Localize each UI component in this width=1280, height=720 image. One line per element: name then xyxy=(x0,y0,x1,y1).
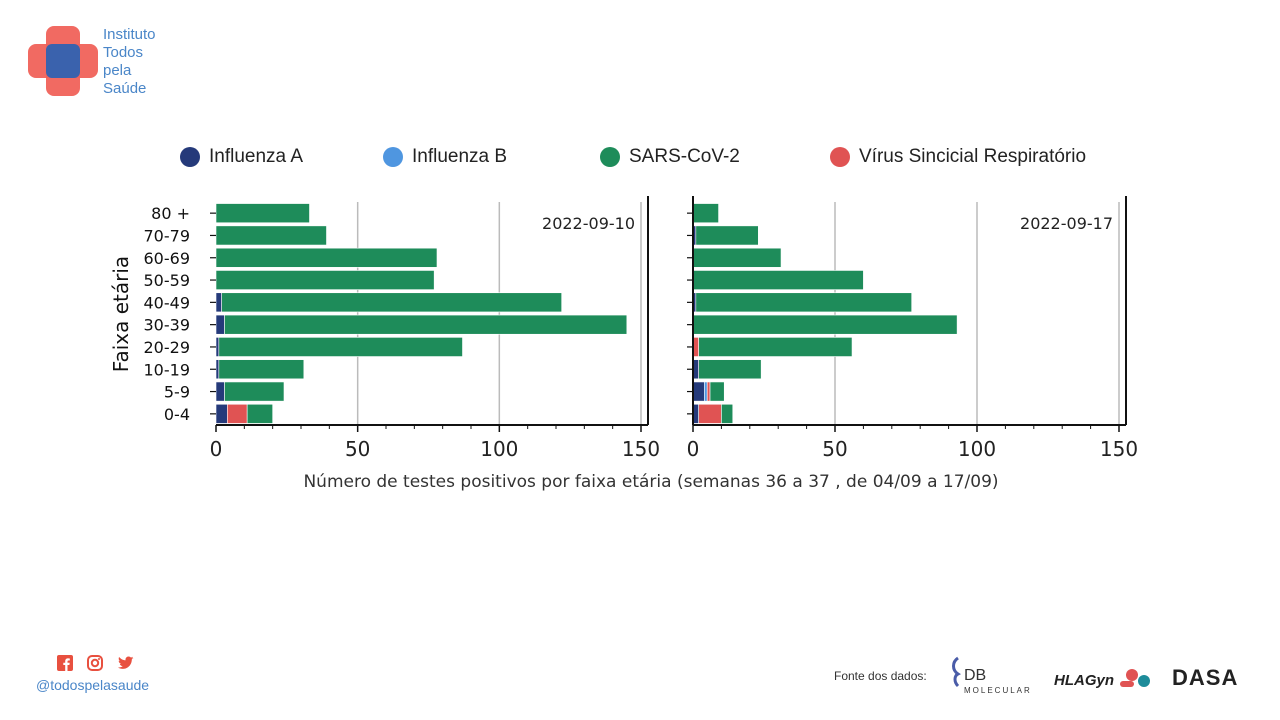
y-tick-label: 0-4 xyxy=(164,405,190,424)
legend-swatch xyxy=(383,147,403,167)
y-tick-label: 40-49 xyxy=(144,293,191,312)
instagram-icon[interactable] xyxy=(87,655,103,671)
legend-item-vsr: Vírus Sincicial Respiratório xyxy=(830,146,1086,168)
brand-line: pela xyxy=(103,62,132,79)
bar-v-rus-sincicial-respirat-rio xyxy=(227,403,248,424)
hlagyn-logo: HLAGyn xyxy=(1054,669,1150,689)
x-tick-label: 50 xyxy=(822,437,847,461)
panel-date-label: 2022-09-10 xyxy=(542,214,635,233)
bar-sars-cov-2 xyxy=(224,314,628,335)
legend-label: Influenza B xyxy=(412,146,508,167)
bar-sars-cov-2 xyxy=(695,292,912,313)
x-tick-label: 100 xyxy=(480,437,518,461)
panel-date-label: 2022-09-17 xyxy=(1020,214,1113,233)
social-handle[interactable]: @todospelasaude xyxy=(36,677,150,693)
bar-sars-cov-2 xyxy=(695,225,759,246)
brand-line: Todos xyxy=(103,44,144,61)
x-tick-label: 150 xyxy=(1100,437,1138,461)
chart-legend: Influenza A Influenza B SARS-CoV-2 Vírus… xyxy=(180,146,1140,170)
y-axis-label: Faixa etária xyxy=(109,256,133,372)
x-tick-label: 150 xyxy=(622,437,660,461)
sponsor-db: DB xyxy=(964,667,986,684)
bar-influenza-a xyxy=(215,381,225,402)
bar-sars-cov-2 xyxy=(221,292,562,313)
bar-influenza-a xyxy=(215,314,225,335)
bar-influenza-a xyxy=(215,403,228,424)
legend-swatch xyxy=(600,147,620,167)
bar-v-rus-sincicial-respirat-rio xyxy=(698,403,722,424)
y-tick-label: 50-59 xyxy=(144,271,191,290)
legend-label: SARS-CoV-2 xyxy=(629,146,740,167)
bar-sars-cov-2 xyxy=(218,337,463,357)
bar-v-rus-sincicial-respirat-rio xyxy=(706,381,711,402)
x-tick-label: 0 xyxy=(687,437,700,461)
bar-sars-cov-2 xyxy=(692,270,864,290)
legend-item-influenza-b: Influenza B xyxy=(383,146,507,168)
twitter-icon[interactable] xyxy=(117,655,134,671)
bar-sars-cov-2 xyxy=(224,381,285,402)
bar-influenza-a xyxy=(692,381,705,402)
bar-influenza-a xyxy=(215,337,220,357)
bar-sars-cov-2 xyxy=(721,403,734,424)
y-tick-label: 80 + xyxy=(151,204,190,223)
bar-sars-cov-2 xyxy=(698,337,853,357)
brand-name: Instituto Todos pela Saúde xyxy=(103,26,156,98)
instituto-logo xyxy=(28,26,98,96)
legend-swatch xyxy=(830,147,850,167)
bar-influenza-b xyxy=(704,381,708,402)
bar-sars-cov-2 xyxy=(709,381,725,402)
bar-sars-cov-2 xyxy=(215,270,435,290)
chart-panel-2: 0 50 100 150 2022-09-17 xyxy=(687,196,1138,461)
y-tick-label: 10-19 xyxy=(144,360,191,379)
bar-sars-cov-2 xyxy=(215,225,327,246)
y-tick-label: 30-39 xyxy=(144,316,191,335)
y-tick-label: 70-79 xyxy=(144,226,191,245)
sponsor-dasa: DASA xyxy=(1172,665,1238,690)
bar-sars-cov-2 xyxy=(215,203,310,224)
x-tick-label: 100 xyxy=(958,437,996,461)
data-source-label: Fonte dos dados: xyxy=(834,669,927,683)
sponsor-hlagyn: HLAGyn xyxy=(1054,672,1114,689)
facebook-icon[interactable] xyxy=(57,655,73,671)
social-links xyxy=(57,655,134,671)
y-tick-label: 5-9 xyxy=(164,383,190,402)
dasa-logo: DASA xyxy=(1172,665,1238,690)
sponsor-molecular: MOLECULAR xyxy=(964,686,1032,695)
x-axis-label: Número de testes positivos por faixa etá… xyxy=(303,472,998,492)
bar-sars-cov-2 xyxy=(692,314,958,335)
chart-panel-1: 0 50 100 150 2022-09-10 xyxy=(210,196,660,461)
bar-sars-cov-2 xyxy=(698,359,762,380)
legend-item-influenza-a: Influenza A xyxy=(180,146,303,168)
x-tick-label: 0 xyxy=(210,437,223,461)
legend-label: Vírus Sincicial Respiratório xyxy=(859,146,1087,167)
bar-influenza-a xyxy=(215,359,220,380)
brand-line: Saúde xyxy=(103,80,147,97)
y-tick-label: 60-69 xyxy=(144,249,191,268)
x-tick-label: 50 xyxy=(345,437,370,461)
legend-label: Influenza A xyxy=(209,146,304,167)
bar-sars-cov-2 xyxy=(246,403,273,424)
bar-sars-cov-2 xyxy=(692,247,782,268)
legend-swatch xyxy=(180,147,200,167)
db-molecular-logo: DB MOLECULAR xyxy=(952,656,1032,695)
bar-sars-cov-2 xyxy=(218,359,305,380)
y-tick-label: 20-29 xyxy=(144,338,191,357)
bar-influenza-a xyxy=(215,292,222,313)
bar-sars-cov-2 xyxy=(692,203,719,224)
brand-line: Instituto xyxy=(103,26,156,43)
bar-sars-cov-2 xyxy=(215,247,438,268)
legend-item-sars-cov-2: SARS-CoV-2 xyxy=(600,146,740,168)
